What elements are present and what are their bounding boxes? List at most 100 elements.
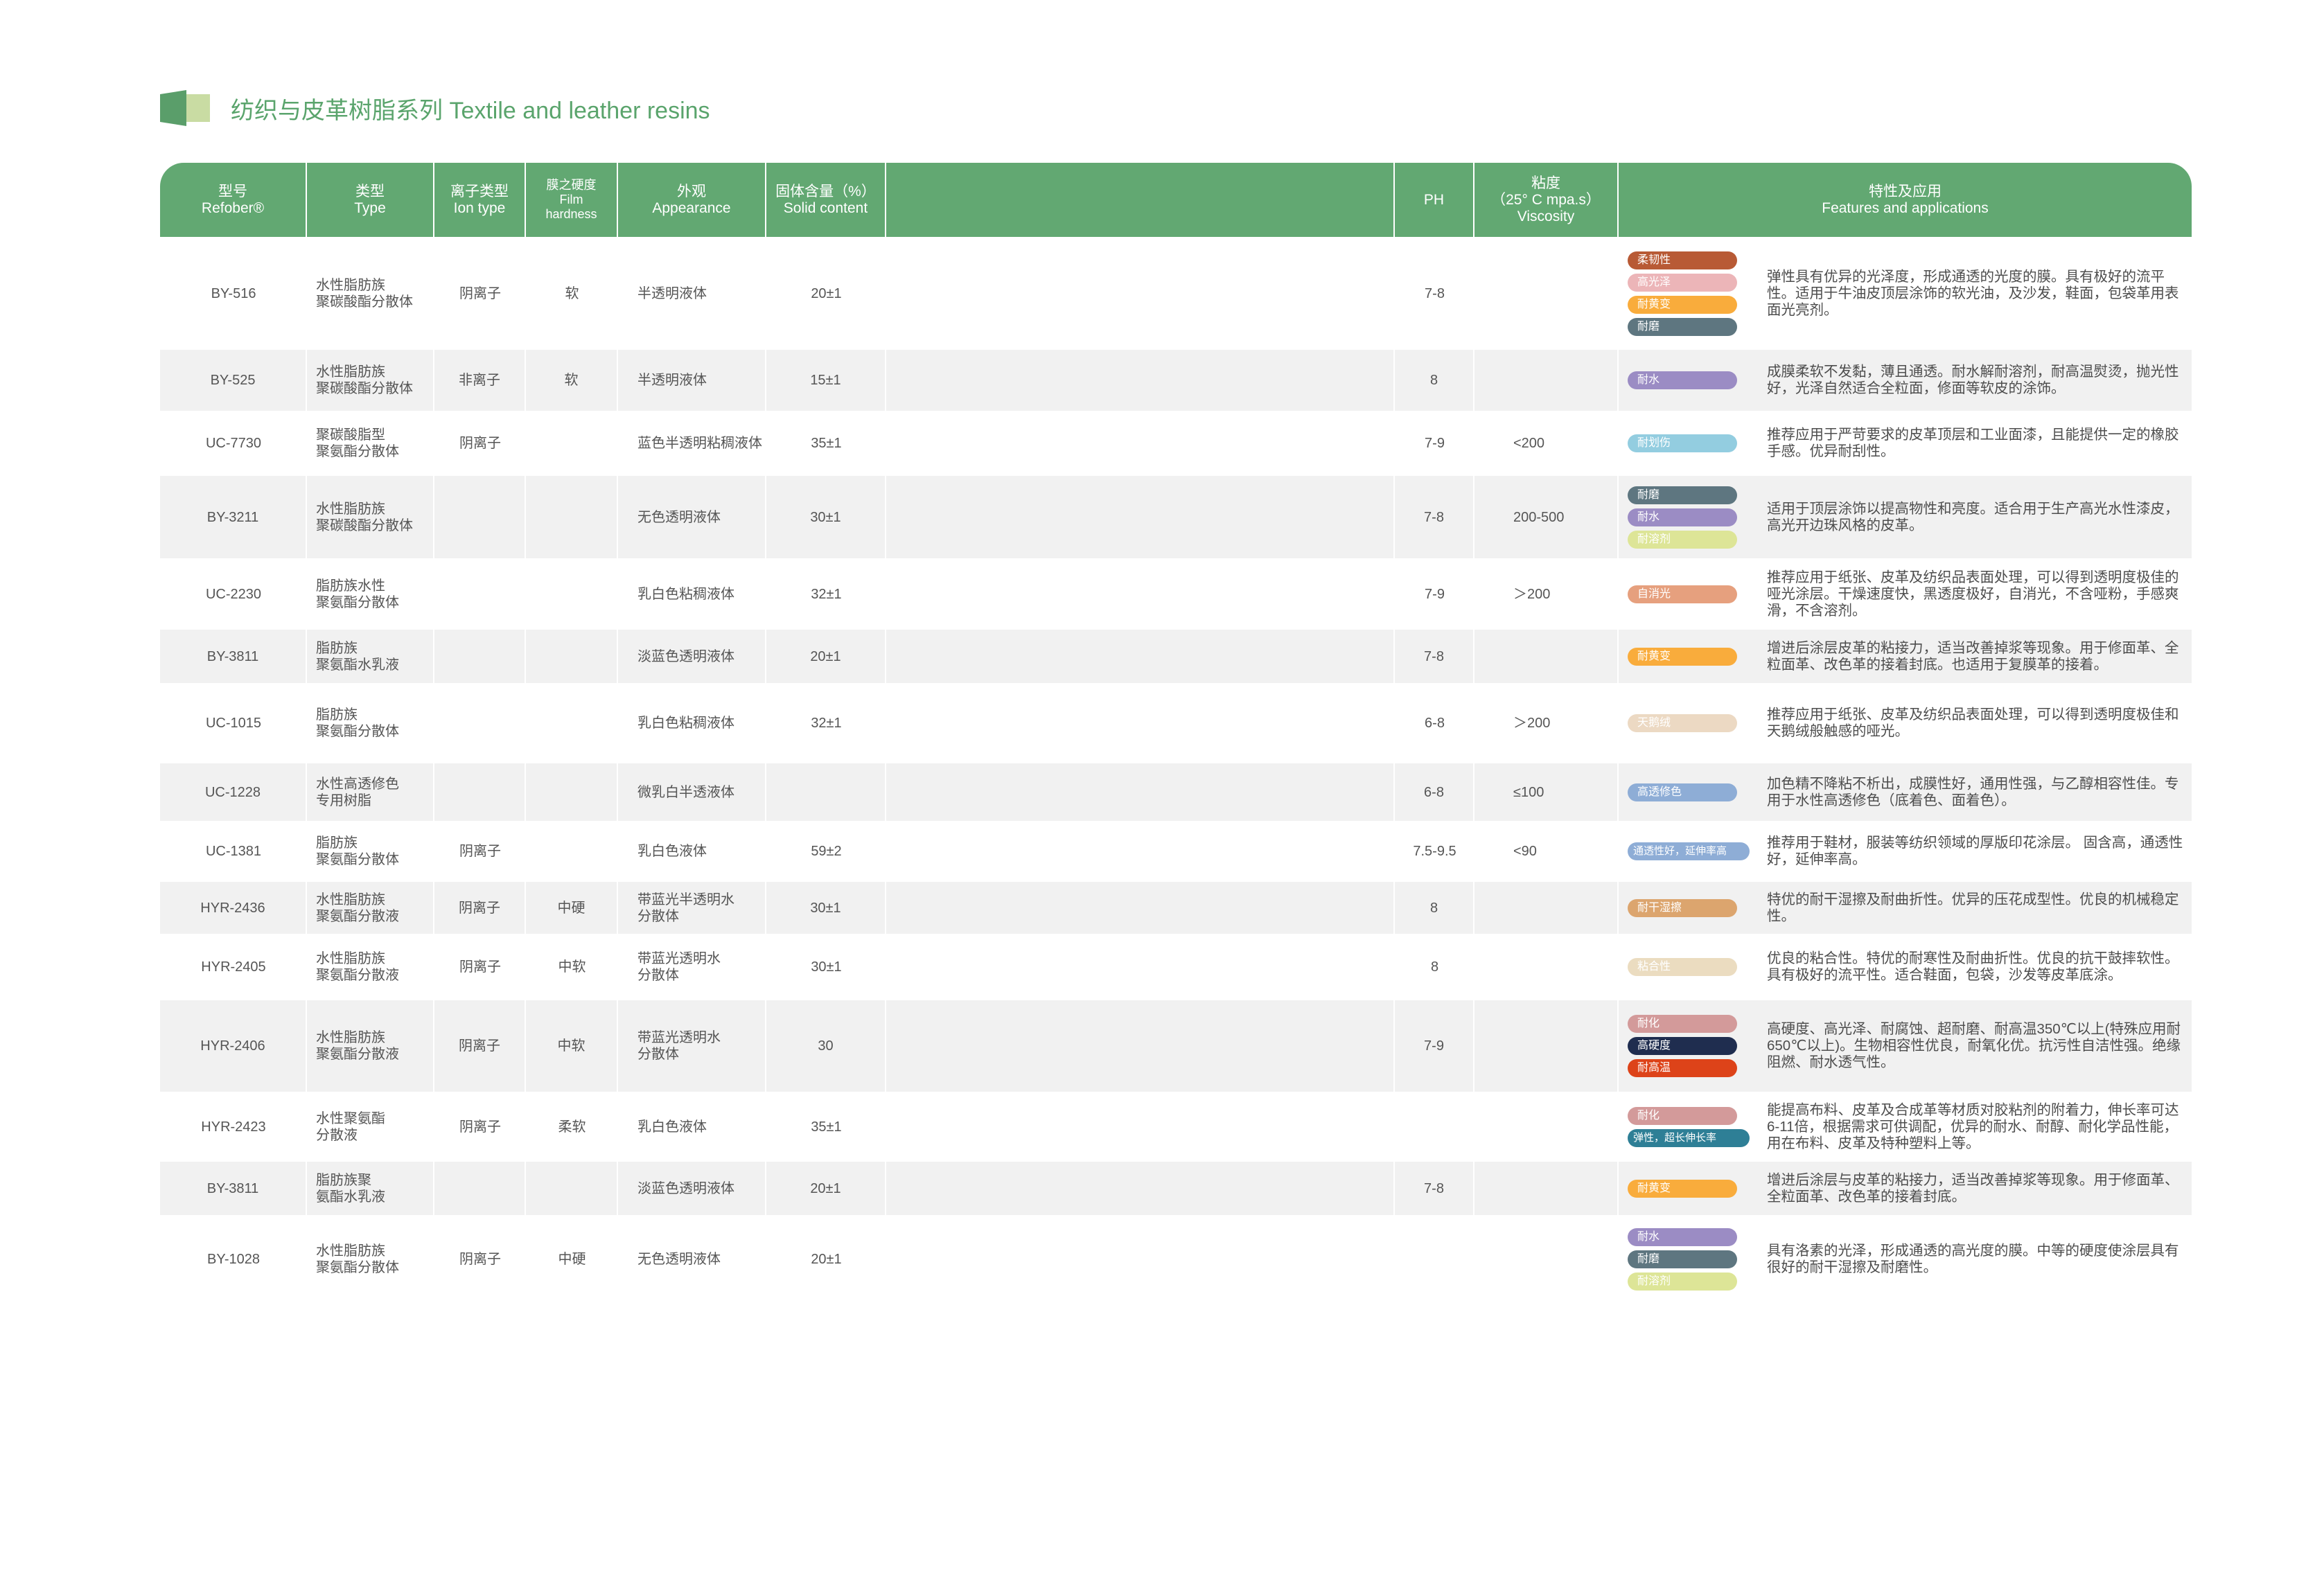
cell-appearance: 乳白色粘稠液体 [637,586,734,602]
cell-ph: 7-8 [1395,476,1474,558]
cell-blank [886,411,1395,476]
cell-model: BY-3811 [160,1162,307,1215]
cell-viscosity [1474,630,1619,683]
cell-ph: 7-8 [1395,630,1474,683]
cell-type: 脂肪族 聚氨酯水乳液 [307,630,434,683]
cell-type: 聚碳酸脂型 聚氨酯分散体 [316,427,399,459]
feature-tag: 耐化 [1628,1106,1737,1125]
cell-ph: 7-8 [1425,285,1445,301]
cell-model: UC-7730 [205,436,262,451]
feature-tag: 柔韧性 [1628,251,1737,269]
header-ion: 离子类型 Ion type [434,163,526,237]
cell-blank [886,1162,1395,1215]
header-viscosity-line: （25° C mpa.s） [1491,191,1601,208]
cell-hardness: 中软 [526,1000,618,1092]
cell-appearance: 乳白色粘稠液体 [637,716,734,731]
cell-type: 水性脂肪族 聚氨酯分散体 [316,1243,399,1275]
cell-blank [886,1215,1395,1304]
feature-tags: 耐干湿擦 [1628,882,1745,934]
cell-features: 推荐应用于纸张、皮革及纺织品表面处理，可以得到透明度极佳和天鹅绒般触感的哑光。 [1767,707,2179,739]
header-type-line: Type [354,200,386,216]
table-row: HYR-2406 水性脂肪族 聚氨酯分散液 阴离子 中软 带蓝光透明水 分散体 30 7-9… [160,1000,2192,1092]
cell-type: 水性脂肪族 聚氨酯分散液 [307,882,434,934]
cell-viscosity: 200-500 [1474,476,1619,558]
cell-viscosity: ≤100 [1474,763,1619,821]
cell-model: UC-1015 [205,716,262,731]
cell-hardness [526,821,618,882]
cell-appearance: 半透明液体 [618,350,766,411]
cell-model: BY-516 [211,285,256,301]
cell-features: 增进后涂层与皮革的粘接力，适当改善掉浆等现象。用于修面革、全粒面革、改色革的接着… [1767,1171,2179,1205]
header-hardness-line: 膜之硬度 [546,178,597,192]
header-appearance-line: 外观 [677,183,706,200]
cell-viscosity [1474,934,1619,1000]
cell-ion: 阴离子 [434,1000,526,1092]
header-features-line: Features and applications [1822,200,1989,216]
feature-tags: 耐化弹性，超长伸长率 [1628,1092,1750,1162]
cell-model: HYR-2423 [201,1119,266,1135]
cell-appearance: 带蓝光透明水 分散体 [637,951,721,983]
cell-model: HYR-2405 [201,959,266,975]
cell-ion [434,1162,526,1215]
feature-tags: 天鹅绒 [1628,683,1745,763]
cell-blank [886,821,1395,882]
cell-model: BY-525 [160,350,307,411]
feature-tag: 高硬度 [1628,1037,1737,1055]
cell-blank [886,934,1395,1000]
cell-ph: 8 [1395,882,1474,934]
feature-tags: 耐水 耐磨 耐溶剂 [1628,1215,1745,1304]
cell-viscosity: <200 [1513,436,1545,451]
header-solid-line: 固体含量（%） [775,183,876,200]
cell-features: 推荐应用于纸张、皮革及纺织品表面处理，可以得到透明度极佳的哑光涂层。干燥速度快，… [1767,569,2179,619]
table-header: 型号 Refober® 类型 Type 离子类型 Ion type 膜之硬度 Film hard… [160,163,2192,237]
feature-tags: 耐磨 耐水 耐溶剂 [1628,476,1745,558]
cell-ion: 阴离子 [434,882,526,934]
cell-ion [434,476,526,558]
cell-solid: 20±1 [766,1162,886,1215]
cell-hardness: 软 [565,285,579,301]
cell-hardness: 中软 [558,959,586,975]
cell-appearance: 无色透明液体 [637,1252,721,1267]
section-title: 纺织与皮革树脂系列 Textile and leather resins [160,90,710,126]
feature-tag: 通透性好，延伸率高 [1628,842,1750,860]
cell-appearance: 无色透明液体 [618,476,766,558]
cell-solid: 35±1 [811,436,842,451]
feature-tags: 柔韧性高光泽耐黄变耐磨 [1628,237,1745,350]
table-row: UC-7730 聚碳酸脂型 聚氨酯分散体 阴离子 蓝色半透明粘稠液体 35±1 7-9 <2… [160,411,2192,476]
cell-ph: 7-9 [1425,436,1445,451]
feature-tag: 耐化 [1628,1015,1737,1033]
table-row: UC-1228 水性高透修色 专用树脂 微乳白半透液体 6-8 ≤100 高透修色 加色精不… [160,763,2192,821]
cell-features: 推荐用于鞋材，服装等纺织领域的厚版印花涂层。 固含高，通透性好，延伸率高。 [1767,835,2183,867]
cell-type: 水性脂肪族 聚碳酸酯分散体 [307,350,434,411]
cell-ion: 非离子 [434,350,526,411]
cell-solid: 30±1 [811,959,842,975]
header-blank [886,163,1395,237]
cell-ion [434,630,526,683]
cell-type: 水性脂肪族 聚碳酸酯分散体 [316,277,413,310]
cell-viscosity [1474,1215,1619,1304]
cell-model: HYR-2436 [160,882,307,934]
cell-viscosity [1474,1092,1619,1162]
feature-tag: 耐磨 [1628,317,1737,336]
feature-tag: 天鹅绒 [1628,714,1737,732]
feature-tags: 耐化 高硬度 耐高温 [1628,1000,1745,1092]
cell-appearance: 带蓝光半透明水 分散体 [618,882,766,934]
cell-ph: 8 [1395,350,1474,411]
feature-tag: 耐黄变 [1628,295,1737,314]
header-appearance: 外观 Appearance [618,163,766,237]
header-hardness-line: hardness [545,207,597,221]
cell-type: 水性高透修色 专用树脂 [307,763,434,821]
cell-ion: 阴离子 [459,436,501,451]
feature-tags: 高透修色 [1628,763,1745,821]
feature-tag: 高光泽 [1628,273,1737,292]
cell-ion: 阴离子 [459,285,501,301]
feature-tag: 弹性，超长伸长率 [1628,1128,1750,1147]
cell-model: UC-1228 [160,763,307,821]
header-ion-line: 离子类型 [450,183,509,200]
feature-tag: 耐溶剂 [1628,530,1737,549]
cell-ion [434,683,526,763]
cell-hardness [526,630,618,683]
cell-solid: 59±2 [811,844,842,859]
cell-hardness [526,476,618,558]
cell-viscosity [1474,350,1619,411]
